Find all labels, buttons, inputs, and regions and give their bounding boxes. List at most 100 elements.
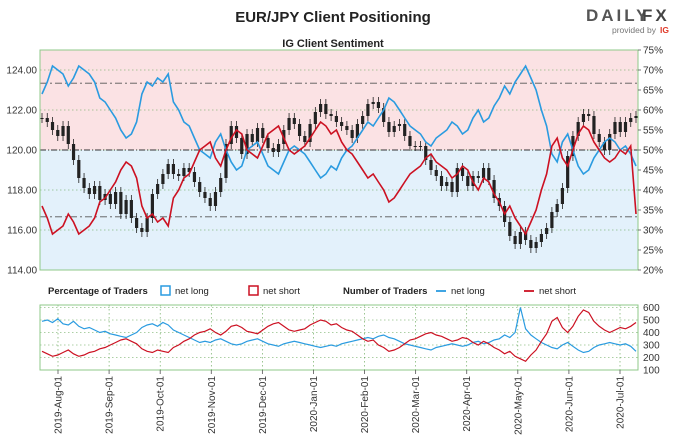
- candle-body: [234, 126, 239, 138]
- legend-num-title: Number of Traders: [343, 286, 427, 297]
- candle-body: [187, 168, 191, 172]
- candle-body: [334, 116, 338, 122]
- candle-body: [182, 168, 186, 176]
- candle-body: [319, 104, 323, 112]
- legend-pct-long: net long: [175, 286, 209, 297]
- date-tick-label: 2019-Nov-01: [207, 376, 218, 434]
- candle-body: [77, 160, 81, 178]
- candle-body: [439, 176, 444, 186]
- candle-body: [634, 116, 638, 118]
- date-tick-label: 2020-Jul-01: [616, 376, 627, 429]
- top-frame: [39, 49, 639, 271]
- price-tick-label: 116.00: [7, 226, 37, 237]
- candle-body: [539, 234, 543, 242]
- date-tick-label: 2020-Jun-01: [564, 376, 575, 433]
- candle-body: [403, 124, 407, 136]
- candle-body: [166, 164, 170, 174]
- percent-tick-label: 40%: [643, 186, 663, 197]
- price-tick-label: 124.00: [6, 66, 37, 77]
- candle-body: [597, 134, 601, 142]
- candle-body: [229, 126, 233, 144]
- candle-body: [445, 182, 449, 186]
- candle-body: [45, 118, 49, 122]
- candle-body: [87, 188, 91, 194]
- candle-body: [355, 124, 359, 138]
- reference-lines: [40, 82, 638, 218]
- candle-body: [524, 232, 528, 240]
- candle-body: [371, 102, 375, 104]
- candle-body: [113, 192, 118, 204]
- candle-body: [487, 168, 491, 180]
- date-tick-label: 2020-May-01: [513, 376, 524, 435]
- candle-body: [387, 122, 391, 132]
- candle-body: [413, 146, 417, 147]
- candle-body: [271, 148, 275, 152]
- candle-body: [50, 122, 55, 130]
- candle-body: [429, 160, 433, 170]
- percent-tick-label: 70%: [643, 66, 663, 77]
- traders-tick-label: 200: [643, 353, 660, 364]
- candle-body: [240, 138, 244, 154]
- candle-body: [623, 122, 628, 132]
- net-long-zone: [40, 150, 638, 270]
- legend-row: Percentage of Traders net long net short…: [48, 285, 576, 297]
- candle-body: [156, 184, 160, 194]
- price-tick-label: 118.00: [7, 186, 37, 197]
- date-tick-label: 2020-Apr-01: [462, 376, 473, 432]
- candle-body: [261, 128, 265, 138]
- brand-provided: provided by: [612, 25, 657, 35]
- candle-body: [466, 176, 470, 186]
- date-tick-label: 2020-Mar-01: [411, 376, 422, 434]
- candle-body: [145, 218, 149, 232]
- candle-body: [424, 146, 428, 160]
- candle-body: [150, 194, 154, 218]
- legend-pct-short: net short: [263, 286, 300, 297]
- legend-num-long: net long: [451, 286, 485, 297]
- net-long-line: [41, 64, 637, 180]
- bottom-gridlines: [40, 305, 638, 371]
- candle-body: [171, 164, 176, 174]
- percent-tick-label: 75%: [643, 46, 663, 57]
- percent-tick-label: 60%: [643, 106, 663, 117]
- candle-body: [618, 122, 622, 132]
- price-candles: [40, 97, 638, 253]
- candle-body: [276, 144, 281, 152]
- brand-fx: FX: [642, 6, 670, 25]
- traders-tick-label: 400: [643, 328, 660, 339]
- traders-tick-label: 600: [643, 303, 660, 314]
- candle-body: [382, 108, 386, 122]
- candle-body: [587, 114, 591, 116]
- candle-body: [508, 222, 512, 236]
- price-axis: 124.00 122.00 120.00 118.00 116.00 114.00: [6, 66, 37, 277]
- candle-body: [213, 192, 218, 206]
- brand-daily: DAILY: [586, 6, 650, 25]
- price-tick-label: 120.00: [6, 146, 37, 157]
- candle-body: [177, 174, 181, 176]
- percent-tick-label: 50%: [643, 146, 663, 157]
- candle-body: [592, 116, 596, 134]
- candle-body: [602, 142, 607, 150]
- candle-body: [566, 156, 570, 188]
- legend-pct-long-swatch: [160, 285, 171, 296]
- candle-body: [140, 228, 144, 232]
- candle-body: [481, 168, 486, 178]
- dailyfx-logo: DAILY FX provided by IG: [586, 6, 670, 35]
- candle-body: [119, 192, 123, 214]
- candle-body: [550, 212, 554, 228]
- percent-tick-label: 65%: [643, 86, 663, 97]
- candle-body: [287, 118, 291, 130]
- traders-long-line: [41, 307, 637, 354]
- candle-body: [608, 134, 612, 150]
- candle-body: [492, 180, 496, 198]
- candle-body: [66, 126, 70, 144]
- candle-body: [98, 186, 102, 200]
- percent-tick-label: 45%: [643, 166, 663, 177]
- sentiment-panel: 124.00 122.00 120.00 118.00 116.00 114.00 75%…: [6, 46, 663, 277]
- net-short-line: [41, 120, 637, 236]
- candle-body: [460, 168, 465, 176]
- date-tick-label: 2019-Oct-01: [156, 376, 167, 432]
- candle-body: [245, 134, 249, 154]
